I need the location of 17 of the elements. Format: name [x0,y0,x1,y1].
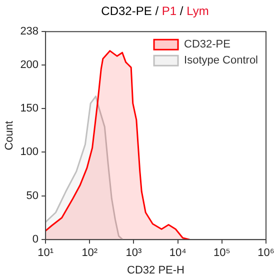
x-tick-label: 10² [82,247,98,260]
chart-title: CD32-PE / P1 / Lym [101,4,209,18]
y-tick-label: 0 [32,234,39,246]
x-tick-label: 10¹ [38,247,54,260]
x-axis-title: CD32 PE-H [127,264,185,276]
x-tick-label: 10³ [126,247,142,260]
y-axis-title: Count [4,120,16,150]
y-tick-label: 200 [20,58,39,71]
legend-label: CD32-PE [184,38,230,51]
legend-label: Isotype Control [184,54,258,67]
x-tick-label: 10⁶ [258,247,274,260]
y-tick-label: 100 [20,146,39,158]
y-tick-label: 238 [20,26,39,38]
y-tick-label: 50 [26,190,39,202]
y-tick-label: 150 [20,102,39,115]
x-tick-label: 10⁴ [169,247,187,260]
x-tick-label: 10⁵ [214,247,230,260]
